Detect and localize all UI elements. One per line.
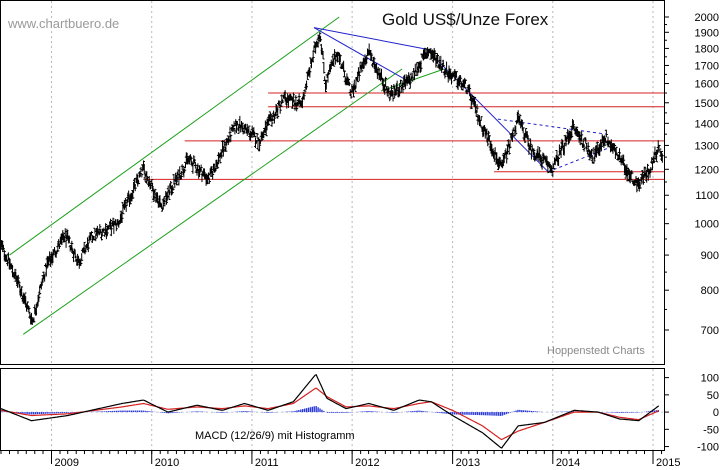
y-tick-label-1500: 1500: [695, 98, 719, 110]
y-tick-label-700: 700: [701, 325, 719, 337]
y-tick-label-1400: 1400: [695, 118, 719, 130]
macd-tick-label-100: 100: [701, 373, 719, 385]
trend-channel-lines: [9, 16, 616, 335]
x-tick-label-2014: 2014: [556, 457, 580, 469]
source-label: Hoppenstedt Charts: [547, 345, 645, 357]
macd-tick-label--100: -100: [697, 442, 719, 454]
macd-panel-frame: [0, 368, 665, 451]
macd-tick-label-50: 50: [707, 390, 719, 402]
macd-axis: 100 50 0 -50 -100: [664, 373, 719, 454]
y-tick-label-800: 800: [701, 285, 719, 297]
time-axis: 2009 2010 2011 2012 2013 2014 2015: [0, 450, 681, 469]
y-tick-label-1700: 1700: [695, 60, 719, 72]
channel-lower-line: [22, 68, 403, 335]
macd-tick-label-0: 0: [713, 407, 719, 419]
y-tick-label-2000: 2000: [695, 12, 719, 24]
price-bars: [0, 32, 664, 326]
chart-title: Gold US$/Unze Forex: [382, 10, 549, 29]
panel-frames: [0, 0, 665, 451]
x-tick-label-2009: 2009: [55, 457, 79, 469]
y-tick-label-1900: 1900: [695, 27, 719, 39]
macd-label: MACD (12/26/9) mit Histogramm: [195, 430, 355, 442]
resistance-line-upper: [313, 27, 432, 51]
watermark: www.chartbuero.de: [7, 16, 119, 31]
y-tick-label-1200: 1200: [695, 164, 719, 176]
y-tick-label-1600: 1600: [695, 79, 719, 91]
x-tick-label-2013: 2013: [456, 457, 480, 469]
x-tick-label-2010: 2010: [155, 457, 179, 469]
channel-upper-line: [9, 16, 340, 256]
y-tick-label-1800: 1800: [695, 43, 719, 55]
y-tick-label-1100: 1100: [695, 190, 719, 202]
x-tick-label-2012: 2012: [355, 457, 379, 469]
price-axis: 700 800 900 1000 1100 1200 1300 1400 1500 1600 170…: [664, 12, 719, 337]
macd-lines: [0, 374, 660, 449]
y-tick-label-1300: 1300: [695, 140, 719, 152]
macd-tick-label--50: -50: [703, 424, 719, 436]
y-tick-label-1000: 1000: [695, 219, 719, 231]
downtrend-line: [426, 49, 549, 173]
macd-histogram: [0, 406, 664, 416]
resistance-line-middle: [313, 27, 407, 81]
x-tick-label-2015: 2015: [656, 457, 680, 469]
x-tick-label-2011: 2011: [255, 457, 279, 469]
macd-main-line: [0, 374, 660, 449]
price-panel-frame: [0, 0, 665, 365]
y-tick-label-900: 900: [701, 250, 719, 262]
price-reference-lines: [143, 92, 664, 180]
